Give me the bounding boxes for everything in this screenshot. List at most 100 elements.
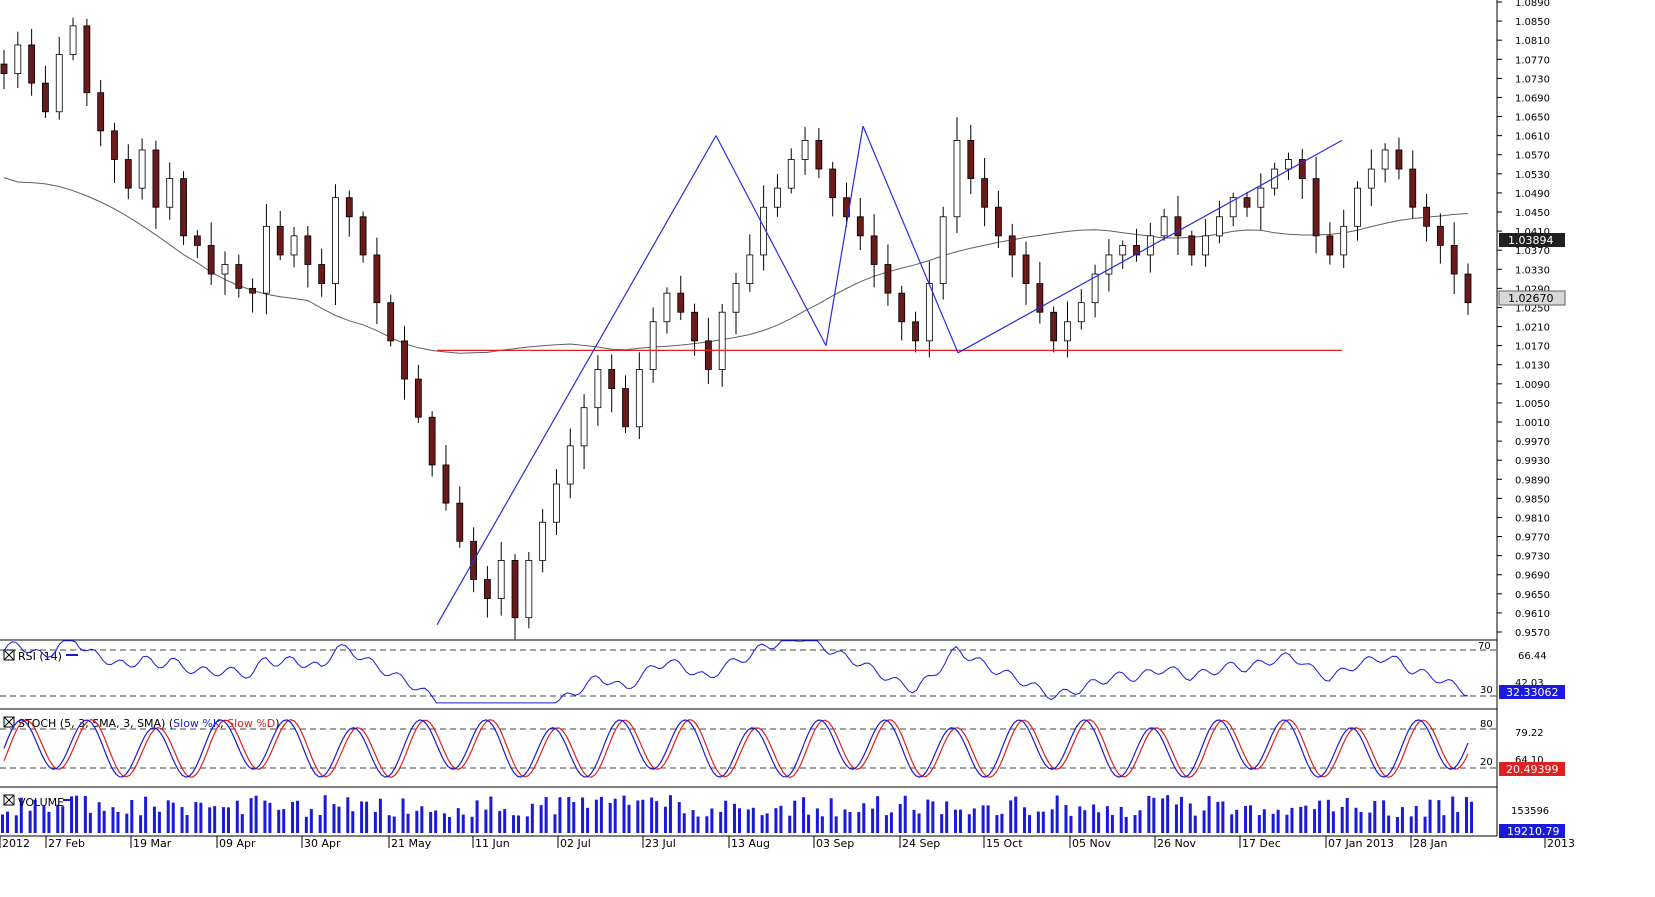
volume-bar xyxy=(779,805,783,833)
price-tick-label: 1.0810 xyxy=(1515,36,1550,47)
volume-bar xyxy=(871,808,875,833)
price-tick-label: 0.9610 xyxy=(1515,609,1550,620)
candle-up xyxy=(553,483,560,523)
volume-bar xyxy=(484,809,488,833)
candle-down xyxy=(1050,311,1058,342)
trendline[interactable] xyxy=(825,125,864,346)
volume-bar xyxy=(226,807,230,833)
candle-up xyxy=(580,407,588,447)
date-tick-label: 28 Jan xyxy=(1413,837,1447,850)
candle-down xyxy=(1188,235,1196,256)
volume-bar xyxy=(539,805,543,833)
volume-bar xyxy=(180,807,184,833)
stoch-panel[interactable]: STOCH (5, 3, SMA, 3, SMA) (Slow %K, Slow… xyxy=(0,716,1497,779)
volume-bar xyxy=(332,804,336,833)
candle-down xyxy=(207,245,215,275)
volume-bar xyxy=(931,801,935,833)
volume-bar xyxy=(318,815,322,833)
candle-down xyxy=(387,302,395,342)
volume-bar xyxy=(102,810,106,833)
volume-bar xyxy=(14,815,18,833)
volume-bar xyxy=(1216,802,1220,833)
volume-bar xyxy=(981,805,985,833)
volume-bar xyxy=(572,802,576,833)
trendline[interactable] xyxy=(436,135,717,626)
candle-down xyxy=(1133,245,1140,256)
volume-bar xyxy=(553,814,557,833)
candle-down xyxy=(1423,206,1430,227)
price-tick-label: 0.9690 xyxy=(1515,571,1550,582)
volume-bar xyxy=(83,795,87,833)
volume-bar xyxy=(857,811,861,833)
volume-bar xyxy=(88,812,92,833)
price-tick-label: 1.0730 xyxy=(1515,74,1550,85)
volume-bar xyxy=(1119,806,1123,833)
volume-bar xyxy=(1097,812,1101,833)
candle-down xyxy=(1174,216,1182,237)
volume-bar xyxy=(1105,806,1109,833)
candle-down xyxy=(677,292,685,313)
volume-bar xyxy=(751,807,755,833)
volume-bar xyxy=(1414,806,1418,833)
candle-down xyxy=(42,82,49,113)
price-tick-label: 0.9570 xyxy=(1515,628,1550,639)
trendline[interactable] xyxy=(715,135,827,346)
candle-down xyxy=(124,159,132,189)
rsi-axis-tick-2: 42.03 xyxy=(1515,678,1544,689)
volume-bar xyxy=(1400,807,1404,833)
stoch-level-80-label: 80 xyxy=(1480,719,1493,730)
volume-bar xyxy=(351,811,355,833)
volume-bar xyxy=(544,797,548,833)
volume-bar xyxy=(1235,809,1239,833)
candle-up xyxy=(1202,235,1209,256)
candle-down xyxy=(981,178,989,208)
date-tick-label: 17 Dec xyxy=(1242,837,1281,850)
volume-bar xyxy=(503,809,507,833)
volume-panel[interactable]: VOLUME xyxy=(1,794,1473,833)
candle-down xyxy=(1022,254,1030,284)
candle-up xyxy=(1340,225,1348,256)
volume-bar xyxy=(917,813,921,833)
rsi-value-tag xyxy=(1499,685,1565,699)
volume-bar xyxy=(677,802,681,833)
stoch-legend-d: Slow %D xyxy=(227,717,275,730)
volume-bar xyxy=(696,816,700,833)
candle-down xyxy=(995,206,1002,237)
volume-bar xyxy=(1409,816,1413,833)
price-tags: 1.03894 1.02670 xyxy=(1498,233,1566,306)
volume-bar xyxy=(378,798,382,833)
volume-bar xyxy=(1055,795,1059,833)
volume-bar xyxy=(1193,815,1197,833)
candle-up xyxy=(1367,168,1375,189)
volume-bar xyxy=(208,807,212,833)
volume-bar xyxy=(213,806,217,833)
volume-bar xyxy=(19,797,23,833)
volume-bar xyxy=(296,800,300,833)
volume-bar xyxy=(1161,798,1165,833)
trendline[interactable] xyxy=(862,125,959,354)
candle-up xyxy=(138,149,146,189)
candle-up xyxy=(746,254,754,284)
volume-bar xyxy=(1036,811,1040,833)
volume-bar xyxy=(705,816,709,833)
price-tick-label: 1.0890 xyxy=(1515,0,1550,9)
volume-bar xyxy=(1428,799,1432,833)
volume-bar xyxy=(282,809,286,833)
candle-up xyxy=(1354,187,1361,227)
volume-title: VOLUME xyxy=(18,796,64,809)
volume-bar xyxy=(889,812,893,833)
trendline-drawings[interactable] xyxy=(436,125,1343,626)
trendline[interactable] xyxy=(957,139,1343,354)
volume-bar xyxy=(940,814,944,833)
price-tick-label: 1.0130 xyxy=(1515,361,1550,372)
volume-bar xyxy=(1124,816,1128,833)
ma-polyline xyxy=(3,177,1469,354)
candle-down xyxy=(483,579,491,599)
candle-up xyxy=(566,445,574,485)
candle-up xyxy=(718,311,726,370)
volume-value-tag xyxy=(1499,824,1565,838)
candle-down xyxy=(898,292,906,323)
volume-bar xyxy=(1331,811,1335,833)
rsi-panel[interactable]: RSI (14) xyxy=(0,640,1497,704)
